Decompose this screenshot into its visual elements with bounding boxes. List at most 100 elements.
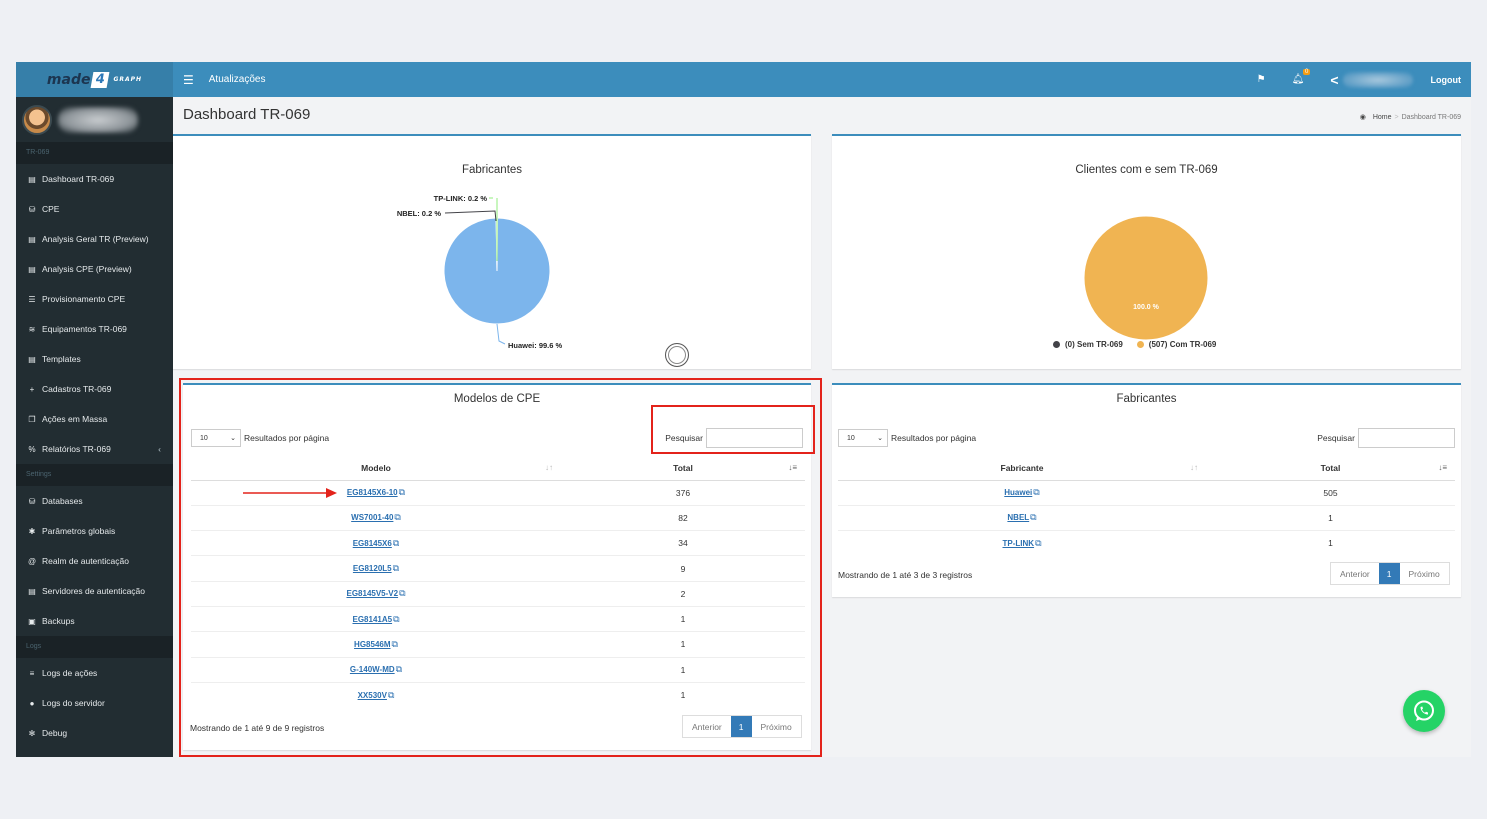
pie-slice[interactable]	[1083, 215, 1209, 341]
table-cell-name: TP-LINK⧉	[838, 530, 1206, 556]
sidebar-item-label: Analysis CPE (Preview)	[42, 264, 132, 274]
sidebar-item-backups[interactable]: ▣ Backups	[16, 606, 173, 636]
external-link-icon[interactable]: ⧉	[387, 689, 395, 700]
page-size-label: Resultados por página	[244, 433, 330, 443]
external-link-icon[interactable]: ⧉	[394, 512, 401, 523]
user-menu-redacted[interactable]	[1342, 71, 1413, 88]
row-link[interactable]: Huawei	[1004, 488, 1033, 498]
avatar[interactable]	[22, 104, 52, 135]
page-1-button[interactable]: 1	[730, 716, 752, 737]
sort-icon: ↓↑	[545, 463, 553, 472]
table-row: NBEL⧉ 1	[838, 504, 1455, 531]
search-label: Pesquisar	[665, 433, 703, 443]
sidebar-item-provisionamento-cpe[interactable]: ☰ Provisionamento CPE	[16, 284, 173, 314]
notification-badge: 0	[1302, 69, 1311, 75]
legend-item-com[interactable]: (507) Com TR-069	[1136, 340, 1216, 349]
flag-icon[interactable]: ⚑	[1256, 74, 1266, 85]
sidebar-item-debug[interactable]: ✻ Debug	[16, 718, 173, 748]
sidebar-item-analysis-geral-tr-preview[interactable]: ▤ Analysis Geral TR (Preview)	[16, 224, 173, 254]
row-link[interactable]: G-140W-MD	[349, 665, 395, 675]
table-cell-total: 1	[561, 681, 805, 708]
breadcrumb-home[interactable]: Home	[1372, 114, 1392, 121]
whatsapp-button[interactable]	[1403, 690, 1445, 732]
brand-logo[interactable]: made 4 GRAPH	[16, 62, 173, 97]
legend-dot-sem	[1053, 341, 1060, 348]
external-link-icon[interactable]: ⧉	[1035, 537, 1042, 548]
column-header-total[interactable]: Total ↓≡	[1206, 456, 1455, 481]
page-size-select[interactable]: 10 ⌄	[191, 429, 241, 447]
row-link[interactable]: WS7001-40	[351, 513, 394, 523]
sidebar-item-realm-de-autentica-o[interactable]: @ Realm de autenticação	[16, 546, 173, 576]
sidebar-item-par-metros-globais[interactable]: ✱ Parâmetros globais	[16, 516, 173, 546]
column-header-modelo[interactable]: Modelo ↓↑	[191, 456, 561, 481]
legend-item-sem[interactable]: (0) Sem TR-069	[1053, 340, 1123, 349]
sidebar-item-servidores-de-autentica-o[interactable]: ▤ Servidores de autenticação	[16, 576, 173, 606]
external-link-icon[interactable]: ⧉	[393, 613, 400, 624]
external-link-icon[interactable]: ⧉	[1033, 487, 1040, 498]
row-link[interactable]: EG8145V5-V2	[346, 589, 399, 599]
sidebar-item-analysis-cpe-preview[interactable]: ▤ Analysis CPE (Preview)	[16, 254, 173, 284]
page-1-button[interactable]: 1	[1378, 563, 1400, 584]
sidebar-section-header: TR-069	[16, 142, 173, 164]
table-cell-name: EG8120L5⧉	[191, 555, 561, 582]
row-link[interactable]: XX530V	[357, 690, 387, 700]
next-page-button[interactable]: Próximo	[1408, 568, 1440, 579]
sidebar-item-label: Databases	[42, 496, 83, 506]
prev-page-button[interactable]: Anterior	[1340, 568, 1370, 579]
external-link-icon[interactable]: ⧉	[395, 664, 403, 675]
table-info: Mostrando de 1 até 9 de 9 registros	[190, 723, 325, 733]
sidebar-item-cpe[interactable]: ⛁ CPE	[16, 194, 173, 224]
row-link[interactable]: NBEL	[1007, 513, 1030, 523]
logout-button[interactable]: Logout	[1430, 74, 1462, 85]
hamburger-icon[interactable]: ☰	[183, 72, 194, 87]
external-link-icon[interactable]: ⧉	[392, 537, 400, 548]
vendor-search-input[interactable]	[1358, 428, 1455, 448]
external-link-icon[interactable]: ⧉	[398, 487, 406, 498]
database-icon: ⛁	[28, 204, 36, 214]
sidebar-item-relat-rios-tr-069[interactable]: % Relatórios TR-069 ‹	[16, 434, 173, 464]
row-link[interactable]: HG8546M	[354, 639, 391, 649]
pagination: Anterior 1 Próximo	[682, 715, 802, 738]
prev-page-button[interactable]: Anterior	[692, 721, 722, 732]
sidebar-item-templates[interactable]: ▤ Templates	[16, 344, 173, 374]
table-cell-total: 1	[1206, 504, 1455, 531]
sidebar-section-header: Logs	[16, 636, 173, 658]
bell-icon[interactable]: 🔔︎ 0	[1291, 69, 1311, 85]
next-page-button[interactable]: Próximo	[760, 721, 792, 732]
sidebar-item-label: Templates	[42, 354, 81, 364]
row-link[interactable]: EG8141A5	[352, 614, 393, 624]
sidebar-item-a-es-em-massa[interactable]: ❐ Ações em Massa	[16, 404, 173, 434]
server-icon: ▤	[28, 586, 36, 596]
menu-atualizacoes[interactable]: Atualizações	[208, 74, 266, 85]
column-header-total[interactable]: Total ↓≡	[561, 456, 805, 481]
vendor-page-size-label: Resultados por página	[891, 433, 977, 443]
column-header-fabricante[interactable]: Fabricante ↓↑	[838, 456, 1206, 481]
sidebar-item-dashboard-tr-069[interactable]: ▤ Dashboard TR-069	[16, 164, 173, 194]
sidebar-item-label: Backups	[42, 616, 75, 626]
sidebar-item-equipamentos-tr-069[interactable]: ≋ Equipamentos TR-069	[16, 314, 173, 344]
sidebar-item-databases[interactable]: ⛁ Databases	[16, 486, 173, 516]
table-row: TP-LINK⧉ 1	[838, 530, 1455, 556]
external-link-icon[interactable]: ⧉	[391, 638, 398, 649]
table-row: EG8145V5-V2⧉ 2	[191, 580, 805, 607]
models-table: Modelo ↓↑ Total ↓≡ EG8145X6-10⧉ 376 WS7001-4…	[191, 456, 805, 708]
row-link[interactable]: EG8145X6	[352, 538, 392, 548]
file-icon: ▤	[28, 234, 36, 244]
vendor-page-size-select[interactable]: 10 ⌄	[838, 429, 888, 447]
fabricantes-pie-chart: TP-LINK: 0.2 % NBEL: 0.2 % Huawei: 99.6 …	[397, 194, 563, 350]
sidebar-item-cadastros-tr-069[interactable]: + Cadastros TR-069	[16, 374, 173, 404]
user-brand-icon[interactable]: <	[1330, 71, 1339, 88]
gear-icon: ✱	[28, 526, 36, 536]
external-link-icon[interactable]: ⧉	[392, 563, 400, 574]
row-link[interactable]: EG8145X6-10	[346, 488, 398, 498]
table-cell-name: EG8141A5⧉	[191, 605, 561, 632]
sidebar-item-logs-de-a-es[interactable]: ≡ Logs de ações	[16, 658, 173, 688]
external-link-icon[interactable]: ⧉	[399, 588, 406, 599]
row-link[interactable]: EG8120L5	[352, 564, 392, 574]
cursor-indicator	[665, 343, 689, 367]
sidebar-item-logs-do-servidor[interactable]: ● Logs do servidor	[16, 688, 173, 718]
file-icon: ▤	[28, 174, 36, 184]
search-input[interactable]	[706, 428, 803, 448]
row-link[interactable]: TP-LINK	[1002, 538, 1035, 548]
external-link-icon[interactable]: ⧉	[1030, 512, 1037, 523]
